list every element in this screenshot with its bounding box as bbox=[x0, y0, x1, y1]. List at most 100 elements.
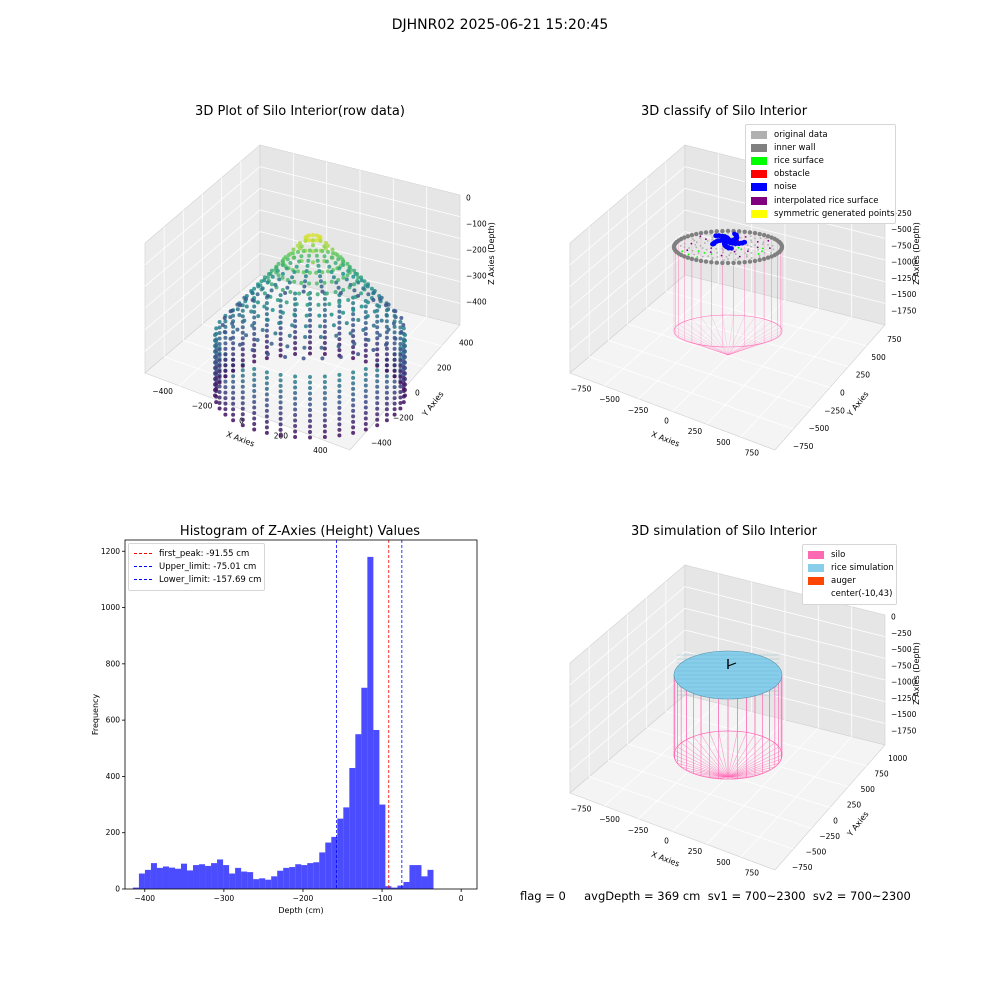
data-point bbox=[384, 379, 389, 384]
data-point bbox=[217, 347, 222, 352]
data-point bbox=[252, 326, 257, 331]
histogram-bars bbox=[132, 556, 434, 889]
data-point bbox=[384, 313, 389, 317]
data-point bbox=[240, 352, 245, 357]
silo-wire bbox=[673, 330, 729, 356]
data-point bbox=[244, 333, 249, 338]
data-point bbox=[308, 435, 312, 440]
data-point bbox=[307, 253, 312, 258]
data-point bbox=[363, 400, 368, 404]
data-point bbox=[250, 290, 255, 295]
data-point bbox=[293, 319, 298, 323]
data-point bbox=[363, 310, 368, 314]
rice-point bbox=[716, 256, 719, 258]
data-point bbox=[252, 394, 257, 399]
data-point bbox=[240, 390, 245, 395]
data-point bbox=[322, 324, 327, 329]
data-point bbox=[347, 265, 352, 270]
x-tick-label: 0 bbox=[459, 894, 464, 903]
data-point bbox=[307, 233, 312, 238]
x-tick-label: 500 bbox=[716, 858, 731, 867]
data-point bbox=[264, 356, 269, 361]
data-point bbox=[337, 320, 342, 325]
inner-wall-point bbox=[694, 257, 699, 263]
histogram-bar bbox=[271, 876, 278, 889]
histogram-bar bbox=[331, 836, 338, 889]
data-point bbox=[278, 353, 283, 358]
data-point bbox=[231, 330, 236, 335]
data-point bbox=[291, 247, 296, 252]
data-point bbox=[252, 383, 257, 388]
data-point bbox=[278, 405, 283, 410]
data-point bbox=[351, 397, 356, 402]
rice-point bbox=[706, 240, 709, 242]
y-tick-label: 750 bbox=[874, 769, 889, 778]
data-point bbox=[375, 390, 380, 395]
data-point bbox=[217, 406, 222, 411]
data-point bbox=[322, 385, 327, 390]
legend-label: center(-10,43) bbox=[831, 589, 893, 600]
data-point bbox=[337, 309, 342, 314]
data-point bbox=[337, 433, 342, 438]
data-point bbox=[231, 390, 236, 395]
data-point bbox=[285, 344, 290, 349]
data-point bbox=[278, 293, 283, 298]
noise-point bbox=[726, 245, 731, 251]
x-tick-label: 500 bbox=[716, 438, 731, 447]
data-point bbox=[401, 381, 406, 386]
data-point bbox=[308, 397, 312, 401]
data-point bbox=[223, 396, 228, 401]
data-point bbox=[303, 274, 308, 279]
histogram-bar bbox=[193, 865, 200, 889]
data-point bbox=[299, 244, 304, 249]
data-point bbox=[311, 243, 315, 248]
data-point bbox=[337, 383, 342, 388]
data-point bbox=[363, 394, 368, 399]
data-point bbox=[252, 343, 257, 347]
x-tick-label: −400 bbox=[152, 387, 173, 396]
data-point bbox=[223, 319, 228, 324]
noise-point bbox=[716, 233, 722, 238]
data-point bbox=[377, 333, 382, 338]
silo-wire bbox=[677, 763, 729, 778]
data-point bbox=[363, 304, 368, 309]
data-point bbox=[341, 259, 346, 264]
x-tick-label: 0 bbox=[664, 417, 669, 426]
data-point bbox=[337, 411, 342, 416]
data-point bbox=[398, 406, 403, 411]
data-point bbox=[240, 373, 245, 378]
data-point bbox=[277, 321, 282, 326]
inner-wall-point bbox=[779, 243, 784, 248]
silo-wire bbox=[681, 742, 729, 778]
rice-point bbox=[701, 247, 704, 249]
data-point bbox=[217, 384, 222, 389]
rice-point bbox=[745, 255, 748, 258]
noise-point bbox=[721, 240, 727, 246]
data-point bbox=[273, 282, 278, 287]
data-point bbox=[288, 290, 293, 294]
silo-wire bbox=[727, 321, 772, 356]
data-point bbox=[398, 375, 403, 379]
data-point bbox=[264, 414, 269, 419]
data-point bbox=[252, 389, 257, 393]
x-tick-label: −750 bbox=[571, 804, 592, 813]
data-point bbox=[401, 364, 406, 369]
data-point bbox=[393, 315, 398, 320]
data-point bbox=[314, 253, 319, 258]
data-point bbox=[252, 310, 257, 314]
data-point bbox=[301, 289, 306, 294]
data-point bbox=[252, 378, 257, 382]
data-point bbox=[384, 390, 389, 395]
data-point bbox=[264, 312, 269, 317]
data-point bbox=[223, 401, 228, 406]
data-point bbox=[238, 342, 242, 347]
data-point bbox=[214, 370, 219, 375]
data-point bbox=[401, 400, 406, 405]
histogram-bar bbox=[277, 870, 284, 889]
data-point bbox=[306, 292, 311, 297]
histogram-bar bbox=[259, 878, 266, 889]
silo-wire bbox=[675, 334, 729, 356]
data-point bbox=[293, 429, 298, 434]
silo-wireframe bbox=[673, 231, 783, 356]
data-point bbox=[392, 390, 397, 395]
